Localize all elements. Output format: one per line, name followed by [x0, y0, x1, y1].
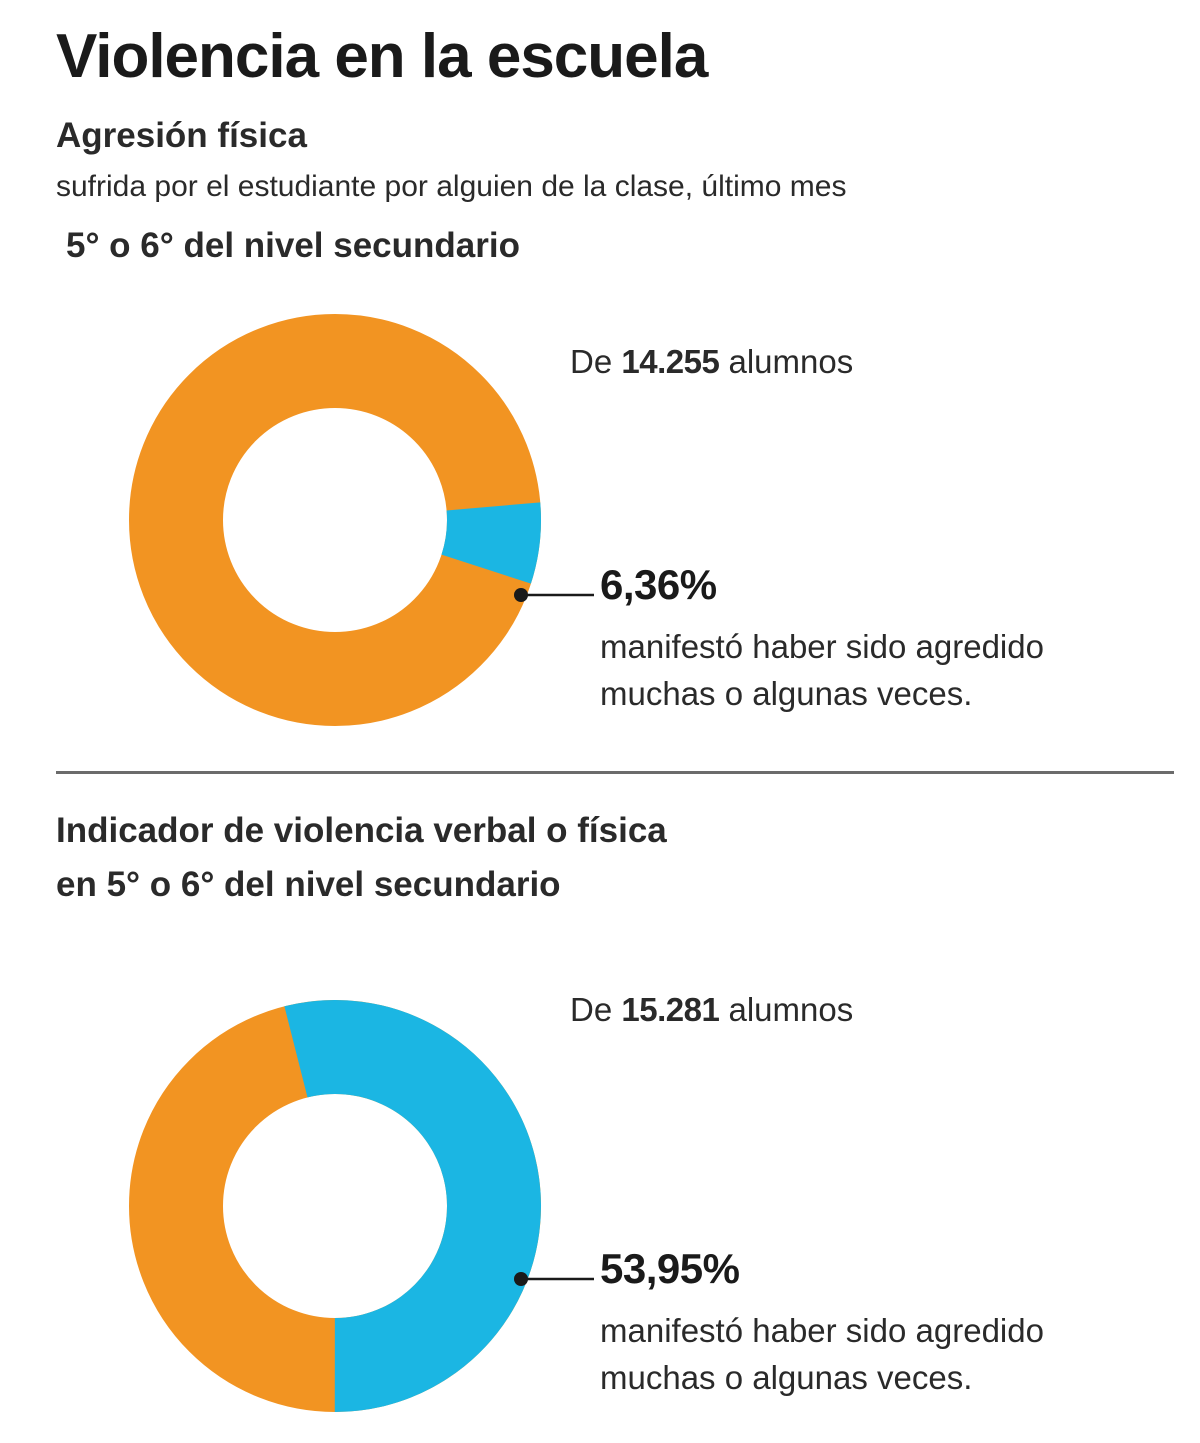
total-prefix: De [570, 991, 613, 1028]
total-suffix: alumnos [728, 991, 854, 1028]
section2-title-line2: en 5° o 6° del nivel secundario [56, 865, 561, 905]
total-students-2: De 15.281 alumnos [570, 993, 853, 1026]
total-value: 15.281 [621, 991, 720, 1028]
section2-title-line1: Indicador de violencia verbal o física [56, 811, 667, 850]
highlight-note-2: manifestó haber sido agredido muchas o a… [600, 1308, 1160, 1402]
donut-slice-highlight [129, 1000, 541, 1412]
total-suffix: alumnos [728, 343, 854, 380]
highlight-note-1: manifestó haber sido agredido muchas o a… [600, 624, 1160, 718]
total-value: 14.255 [621, 343, 720, 380]
donut-slice-highlight [129, 314, 541, 726]
highlight-percentage-1: 6,36% [600, 561, 717, 608]
section2-title: Indicador de violencia verbal o física e… [56, 804, 956, 913]
leader-dot [514, 588, 528, 602]
section-divider [56, 771, 1174, 774]
section-level: 5° o 6° del nivel secundario [66, 226, 520, 265]
section-subtitle: Agresión física [56, 116, 307, 155]
note-line-2: muchas o algunas veces. [600, 674, 973, 712]
total-prefix: De [570, 343, 613, 380]
note-line-1: manifestó haber sido agredido [600, 628, 1044, 665]
note-line-2: muchas o algunas veces. [600, 1358, 973, 1396]
section-description: sufrida por el estudiante por alguien de… [56, 170, 847, 203]
leader-dot [514, 1272, 528, 1286]
note-line-1: manifestó haber sido agredido [600, 1312, 1044, 1349]
donut-slice-rest [129, 314, 541, 726]
donut-chart-verbal-physical [129, 1000, 594, 1412]
donut-chart-physical-aggression [129, 314, 594, 726]
page-title: Violencia en la escuela [56, 22, 708, 91]
highlight-percentage-2: 53,95% [600, 1245, 740, 1292]
total-students-1: De 14.255 alumnos [570, 345, 853, 378]
